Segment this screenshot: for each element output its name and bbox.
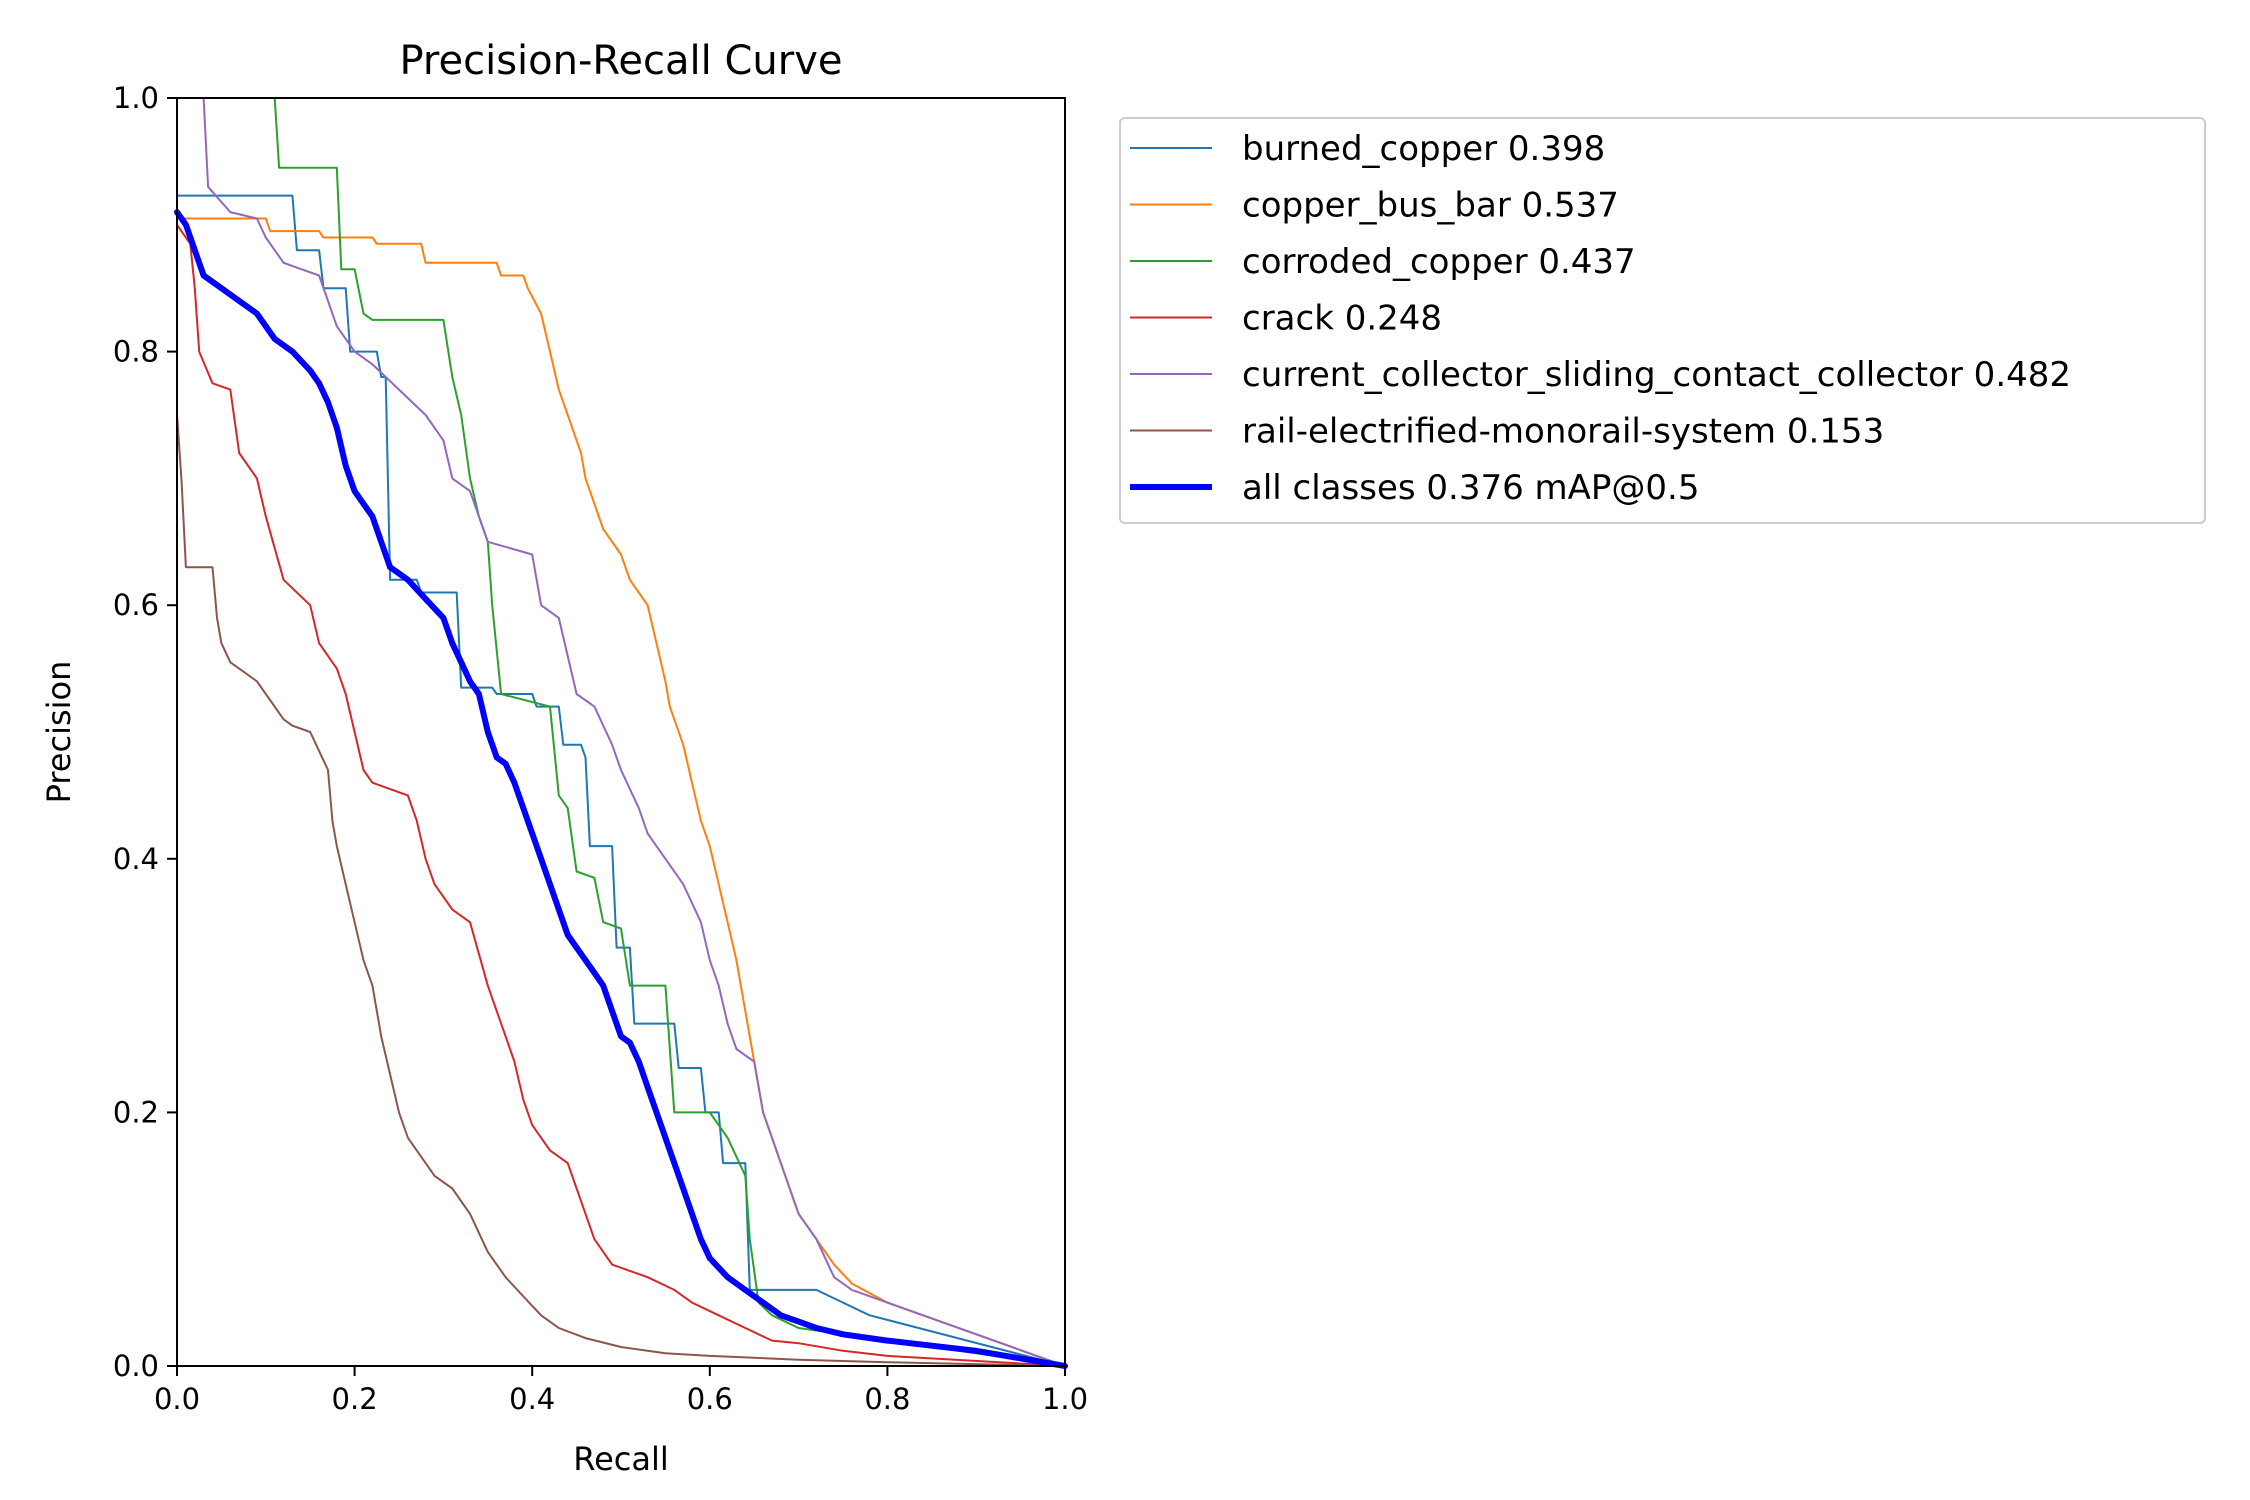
legend-label-1: copper_bus_bar 0.537 (1242, 186, 1619, 226)
legend-label-0: burned_copper 0.398 (1242, 129, 1605, 169)
series-line-1 (176, 217, 1066, 1367)
plot-frame (176, 97, 1066, 1367)
axes-layer: 0.0 0.2 0.4 0.6 0.8 1.0 0.0 0.2 0.4 0.6 0.8 1.0 (113, 81, 1088, 1416)
y-tick-label: 0.4 (113, 842, 159, 876)
x-axis-title: Recall (573, 1440, 668, 1478)
x-tick-label: 0.0 (154, 1382, 200, 1416)
legend-frame (1119, 117, 2206, 524)
series-line-2 (269, 97, 1066, 1367)
y-tick-label: 0.8 (113, 335, 159, 369)
legend-label-3: crack 0.248 (1242, 299, 1442, 339)
y-tick-label: 0.6 (113, 588, 159, 622)
x-tick-label: 0.2 (332, 1382, 378, 1416)
legend-label-6: all classes 0.376 mAP@0.5 (1242, 468, 1699, 508)
y-axis-title: Precision (40, 661, 78, 804)
legend-label-5: rail-electrified-monorail-system 0.153 (1242, 412, 1884, 452)
series-layer (174, 97, 1068, 1369)
series-line-6 (174, 209, 1068, 1369)
series-line-5 (176, 414, 1066, 1367)
legend-label-4: current_collector_sliding_contact_collec… (1242, 355, 2071, 395)
x-tick-label: 0.8 (864, 1382, 910, 1416)
x-tick-label: 0.6 (687, 1382, 733, 1416)
series-line-0 (176, 194, 1066, 1367)
x-tick-label: 0.4 (509, 1382, 555, 1416)
y-tick-label: 0.0 (113, 1349, 159, 1383)
y-tick-label: 1.0 (113, 81, 159, 115)
legend-label-2: corroded_copper 0.437 (1242, 242, 1636, 282)
y-tick-label: 0.2 (113, 1095, 159, 1129)
chart-title: Precision-Recall Curve (400, 38, 843, 84)
x-tick-label: 1.0 (1042, 1382, 1088, 1416)
series-line-3 (176, 223, 1066, 1367)
series-line-4 (202, 97, 1066, 1367)
legend: burned_copper 0.398 copper_bus_bar 0.537 c… (1119, 117, 2206, 524)
